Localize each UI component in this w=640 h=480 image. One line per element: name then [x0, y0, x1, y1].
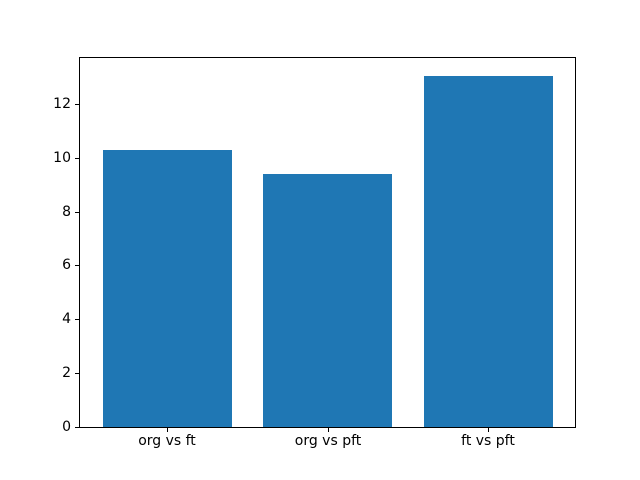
bar-ft-vs-pft [424, 76, 553, 427]
y-tick-mark [75, 158, 79, 159]
y-tick-label: 8 [62, 204, 71, 220]
plot-area [79, 57, 576, 428]
x-tick-mark [488, 428, 489, 432]
y-tick-mark [75, 212, 79, 213]
x-tick-label: ft vs pft [461, 433, 515, 449]
y-tick-mark [75, 319, 79, 320]
y-tick-mark [75, 265, 79, 266]
y-tick-label: 12 [53, 96, 71, 112]
x-tick-mark [328, 428, 329, 432]
y-tick-label: 10 [53, 150, 71, 166]
y-tick-label: 2 [62, 365, 71, 381]
x-tick-label: org vs pft [294, 433, 362, 449]
x-tick-label: org vs ft [138, 433, 196, 449]
y-tick-mark [75, 104, 79, 105]
y-tick-mark [75, 373, 79, 374]
y-tick-label: 0 [62, 419, 71, 435]
bar-org-vs-ft [103, 150, 232, 427]
y-tick-label: 6 [62, 257, 71, 273]
bar-org-vs-pft [263, 174, 392, 427]
y-tick-label: 4 [62, 311, 71, 327]
x-tick-mark [167, 428, 168, 432]
y-tick-mark [75, 427, 79, 428]
